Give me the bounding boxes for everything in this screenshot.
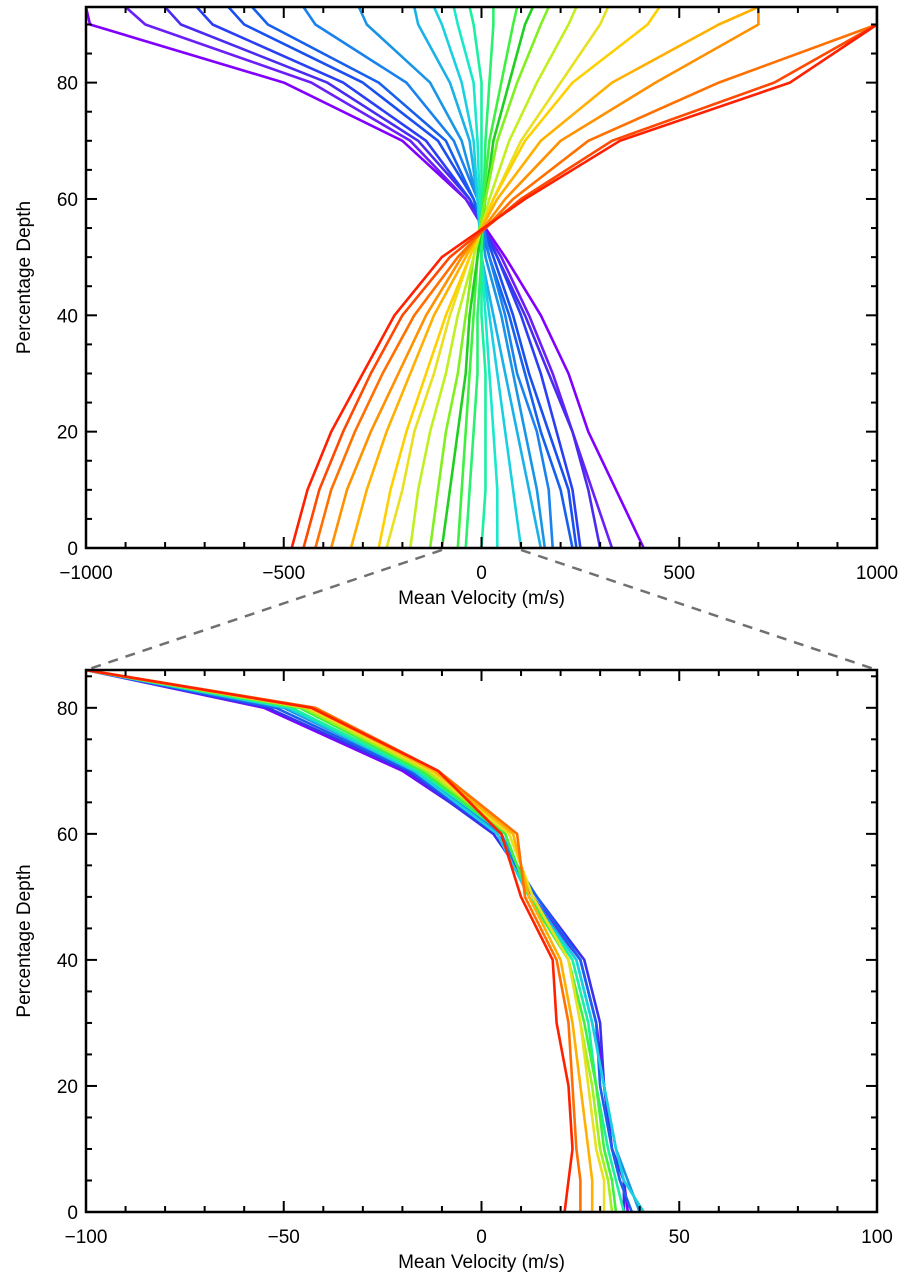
x-tick-label: 1000: [856, 563, 898, 584]
series-line-19: [377, 7, 661, 548]
series-line-20: [349, 7, 760, 548]
series-line-8: [86, 670, 614, 1212]
series-line-9: [86, 670, 606, 1212]
series-group: [86, 670, 646, 1212]
series-line-6: [86, 670, 626, 1212]
series-line-17: [408, 7, 578, 548]
y-tick-label: 40: [57, 951, 78, 972]
series-line-24: [290, 7, 877, 548]
series-line-4: [195, 7, 582, 548]
y-tick-label: 60: [57, 190, 78, 211]
series-line-15: [440, 7, 535, 548]
series-line-8: [357, 7, 547, 548]
plot-frame: [84, 668, 879, 1214]
y-tick-label: 80: [57, 699, 78, 720]
x-axis-title: Mean Velocity (m/s): [398, 588, 565, 609]
x-tick-label: 50: [669, 1227, 690, 1248]
y-tick-label: 40: [57, 306, 78, 327]
x-tick-label: 0: [476, 1227, 487, 1248]
x-tick-label: 500: [663, 563, 695, 584]
chart-top: −1000 −500 0 500 1000 0 20 40 60 80 Mean Velocity…: [14, 5, 898, 609]
tick-group: −100 −50 0 50 100 0 20 40 60 80: [57, 670, 893, 1248]
y-tick-label: 20: [57, 423, 78, 444]
chart-bottom: −100 −50 0 50 100 0 20 40 60 80 Mean Velocity (m/…: [14, 668, 893, 1273]
series-line-12: [86, 670, 574, 1212]
series-line-21: [329, 7, 760, 548]
series-group: [86, 7, 877, 548]
x-axis-title: Mean Velocity (m/s): [398, 1252, 565, 1273]
series-line-7: [302, 7, 555, 548]
zoom-connector: [85, 548, 878, 672]
series-line-23: [302, 7, 877, 548]
series-line-22: [314, 7, 877, 548]
connector-line-right: [520, 548, 878, 672]
tick-group: −1000 −500 0 500 1000 0 20 40 60 80: [57, 7, 898, 584]
series-line-3: [86, 670, 634, 1212]
series-line-10: [86, 670, 594, 1212]
x-tick-label: −100: [65, 1227, 108, 1248]
y-axis-title: Percentage Depth: [14, 201, 35, 354]
y-tick-label: 80: [57, 74, 78, 95]
series-line-5: [227, 7, 578, 548]
series-line-13: [464, 7, 495, 548]
y-tick-label: 60: [57, 825, 78, 846]
x-tick-label: −500: [262, 563, 305, 584]
x-tick-label: −50: [268, 1227, 300, 1248]
y-axis-title: Percentage Depth: [14, 864, 35, 1017]
x-tick-label: −1000: [59, 563, 112, 584]
series-line-5: [86, 670, 646, 1212]
series-line-7: [86, 670, 618, 1212]
x-tick-label: 0: [476, 563, 487, 584]
x-tick-label: 100: [861, 1227, 893, 1248]
series-line-11: [86, 670, 582, 1212]
y-tick-label: 0: [67, 1203, 78, 1224]
y-tick-label: 20: [57, 1077, 78, 1098]
series-line-1: [86, 7, 646, 548]
y-tick-label: 0: [67, 539, 78, 560]
connector-line-left: [85, 548, 443, 672]
